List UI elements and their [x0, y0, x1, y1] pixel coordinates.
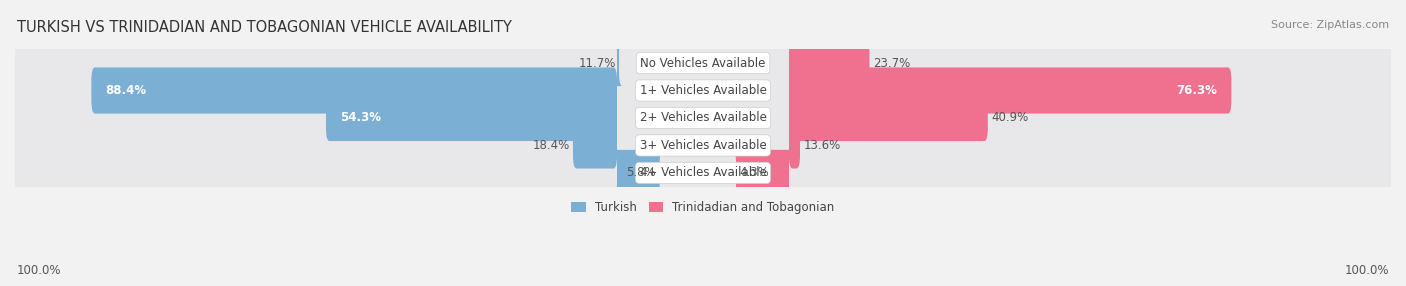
- Legend: Turkish, Trinidadian and Tobagonian: Turkish, Trinidadian and Tobagonian: [567, 197, 839, 219]
- Text: No Vehicles Available: No Vehicles Available: [640, 57, 766, 69]
- FancyBboxPatch shape: [13, 112, 1393, 179]
- Text: 54.3%: 54.3%: [340, 112, 381, 124]
- FancyBboxPatch shape: [13, 84, 1393, 152]
- Text: TURKISH VS TRINIDADIAN AND TOBAGONIAN VEHICLE AVAILABILITY: TURKISH VS TRINIDADIAN AND TOBAGONIAN VE…: [17, 20, 512, 35]
- Text: Source: ZipAtlas.com: Source: ZipAtlas.com: [1271, 20, 1389, 30]
- Text: 40.9%: 40.9%: [991, 112, 1029, 124]
- Text: 100.0%: 100.0%: [17, 265, 62, 277]
- FancyBboxPatch shape: [574, 122, 617, 168]
- FancyBboxPatch shape: [91, 67, 617, 114]
- Text: 2+ Vehicles Available: 2+ Vehicles Available: [640, 112, 766, 124]
- Text: 3+ Vehicles Available: 3+ Vehicles Available: [640, 139, 766, 152]
- FancyBboxPatch shape: [789, 122, 800, 168]
- Text: 13.6%: 13.6%: [803, 139, 841, 152]
- Text: 23.7%: 23.7%: [873, 57, 910, 69]
- FancyBboxPatch shape: [13, 57, 1393, 124]
- FancyBboxPatch shape: [13, 29, 1393, 97]
- Text: 4.3%: 4.3%: [740, 166, 769, 179]
- Text: 4+ Vehicles Available: 4+ Vehicles Available: [640, 166, 766, 179]
- FancyBboxPatch shape: [789, 40, 869, 86]
- FancyBboxPatch shape: [733, 150, 793, 196]
- FancyBboxPatch shape: [789, 67, 1232, 114]
- Text: 18.4%: 18.4%: [533, 139, 569, 152]
- Text: 100.0%: 100.0%: [1344, 265, 1389, 277]
- Text: 5.8%: 5.8%: [627, 166, 657, 179]
- FancyBboxPatch shape: [613, 150, 664, 196]
- Text: 76.3%: 76.3%: [1177, 84, 1218, 97]
- Text: 88.4%: 88.4%: [105, 84, 146, 97]
- FancyBboxPatch shape: [326, 95, 617, 141]
- Text: 11.7%: 11.7%: [578, 57, 616, 69]
- FancyBboxPatch shape: [613, 40, 623, 86]
- Text: 1+ Vehicles Available: 1+ Vehicles Available: [640, 84, 766, 97]
- FancyBboxPatch shape: [789, 95, 988, 141]
- FancyBboxPatch shape: [13, 139, 1393, 206]
